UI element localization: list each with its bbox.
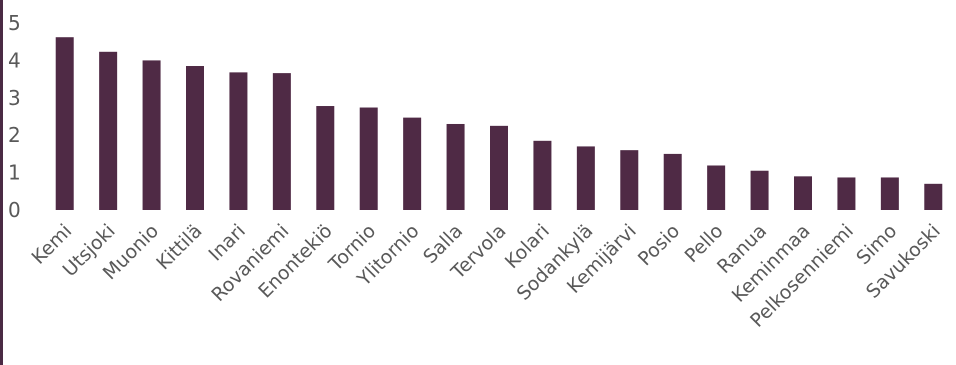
bar-ylitornio	[403, 117, 422, 210]
bar-pello	[707, 165, 726, 210]
bar-savukoski	[924, 183, 943, 210]
x-tick-label: Posio	[634, 220, 684, 270]
left-border	[0, 0, 3, 365]
bar-tornio	[359, 107, 378, 210]
bar-posio	[663, 153, 682, 210]
bar-pelkosenniemi	[837, 177, 856, 210]
bar-ranua	[750, 170, 769, 210]
y-tick-label: 3	[8, 86, 21, 110]
bar-keminmaa	[794, 176, 812, 210]
y-tick-label: 1	[8, 161, 21, 185]
bar-enontekiö	[316, 106, 335, 210]
bar-salla	[446, 123, 465, 210]
bar-kemijärvi	[620, 150, 639, 210]
bar-sodankylä	[576, 146, 595, 210]
bar-simo	[880, 177, 899, 210]
bar-rovaniemi	[272, 73, 291, 210]
x-tick-label: Kittilä	[152, 220, 206, 274]
bar-kemi	[55, 37, 74, 210]
y-tick-label: 2	[8, 123, 21, 147]
y-tick-label: 4	[8, 48, 21, 72]
y-tick-label: 0	[8, 198, 21, 222]
bar-inari	[229, 72, 248, 210]
bar-tervola	[490, 125, 508, 210]
y-tick-label: 5	[8, 11, 21, 35]
bar-muonio	[142, 60, 161, 211]
bar-kolari	[533, 140, 552, 210]
bar-kittilä	[186, 66, 204, 210]
bar-utsjoki	[99, 51, 118, 210]
